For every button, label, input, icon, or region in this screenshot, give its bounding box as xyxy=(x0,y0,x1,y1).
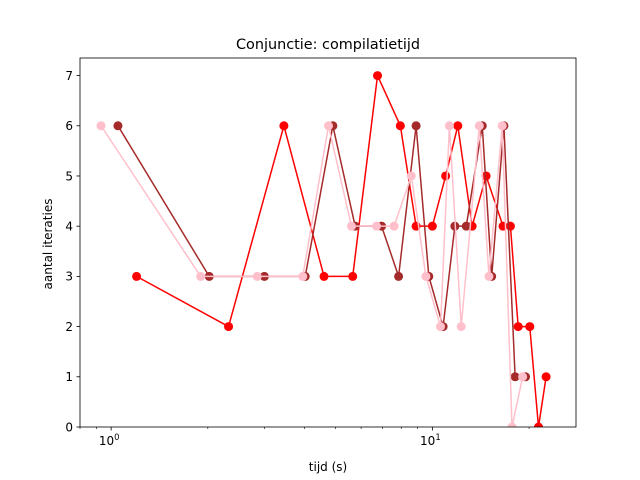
series-red-point xyxy=(348,271,358,281)
series-pink-point xyxy=(298,271,308,281)
series-red-point xyxy=(319,271,329,281)
series-pink-point xyxy=(435,322,445,332)
plot-area xyxy=(96,71,551,427)
series-red-point xyxy=(534,422,543,427)
series-red-point xyxy=(441,171,451,181)
y-tick-label: 1 xyxy=(65,370,73,384)
series-pink-point xyxy=(484,271,494,281)
series-brown-point xyxy=(510,372,520,382)
series-red-point xyxy=(373,71,383,81)
series-red-point xyxy=(505,221,515,231)
series-pink-point xyxy=(497,121,507,131)
y-tick-label: 4 xyxy=(65,219,73,233)
series-pink-point xyxy=(346,221,356,231)
series-pink-point xyxy=(518,372,528,382)
series-pink-point xyxy=(444,121,454,131)
series-red-point xyxy=(395,121,405,131)
series-pink-line xyxy=(100,125,524,427)
chart-title: Conjunctie: compilatietijd xyxy=(236,37,420,53)
series-pink-point xyxy=(196,271,206,281)
series-brown-point xyxy=(461,221,471,231)
series-pink-point xyxy=(324,121,333,131)
series-red-point xyxy=(279,121,289,131)
series-red-point xyxy=(541,372,551,382)
series-brown-point xyxy=(394,271,404,281)
series-red-point xyxy=(453,121,463,131)
series-red-point xyxy=(525,322,535,332)
series-red-point xyxy=(427,221,437,231)
x-tick-label: 100 xyxy=(99,432,120,448)
y-tick-label: 7 xyxy=(65,69,73,83)
series-pink-point xyxy=(507,422,517,427)
series-red-point xyxy=(513,322,523,332)
series-pink-point xyxy=(252,271,262,281)
series-pink-point xyxy=(371,221,381,231)
series-brown-point xyxy=(411,121,421,131)
series-pink-point xyxy=(456,322,466,332)
series-pink-point xyxy=(474,121,484,131)
x-axis-label: tijd (s) xyxy=(309,460,347,474)
series-pink-point xyxy=(96,121,106,131)
series-pink-point xyxy=(421,271,431,281)
y-tick-label: 2 xyxy=(65,320,73,334)
x-tick-label: 101 xyxy=(420,432,441,448)
y-tick-label: 5 xyxy=(65,169,73,183)
y-tick-label: 0 xyxy=(65,420,73,434)
y-tick-label: 3 xyxy=(65,270,73,284)
axes: 0 1 2 3 4 5 6 7 100 101 xyxy=(65,57,577,448)
axes-frame xyxy=(79,57,577,428)
series-red-point xyxy=(224,322,234,332)
y-tick-label: 6 xyxy=(65,119,73,133)
series-red-point xyxy=(132,271,142,281)
series-group xyxy=(96,71,551,427)
y-axis-label: aantal iteraties xyxy=(41,199,55,290)
series-pink-point xyxy=(389,221,399,231)
series-brown-point xyxy=(113,121,123,131)
series-pink-point xyxy=(406,171,416,181)
